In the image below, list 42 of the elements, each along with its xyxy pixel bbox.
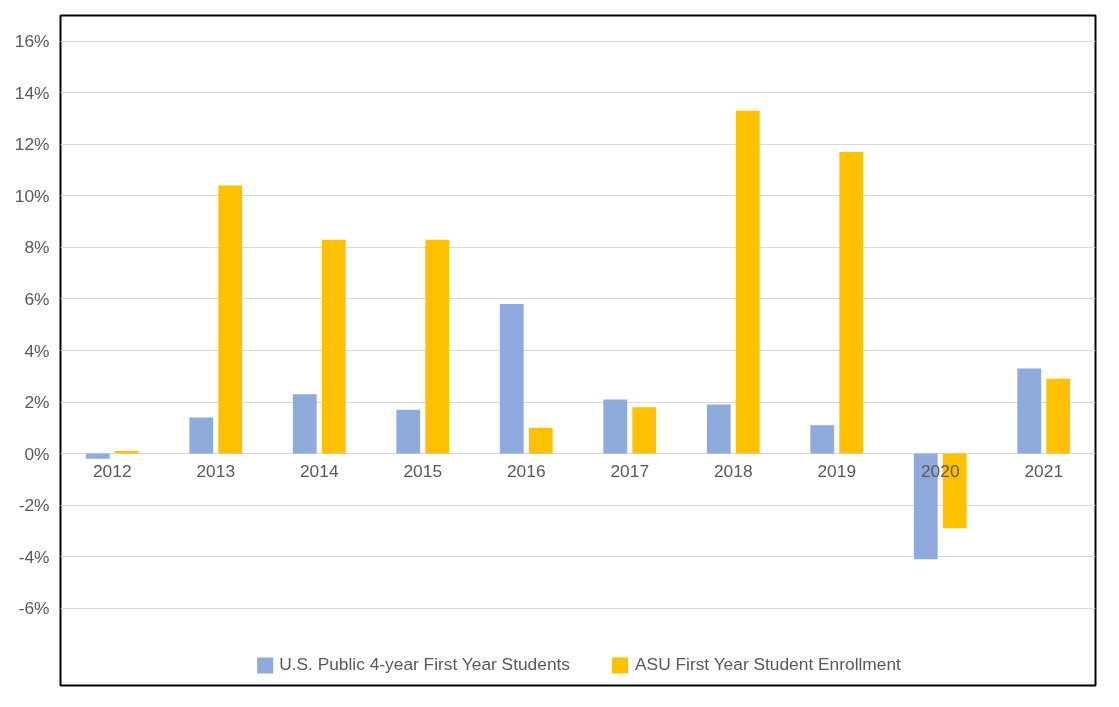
x-tick-label: 2014 bbox=[299, 460, 339, 481]
x-tick-label: 2016 bbox=[506, 460, 546, 481]
bar bbox=[706, 404, 731, 454]
bar bbox=[218, 185, 243, 454]
bar bbox=[839, 152, 864, 454]
bar bbox=[396, 409, 421, 454]
bar bbox=[189, 417, 214, 454]
x-tick-label: 2017 bbox=[610, 460, 650, 481]
x-tick-label: 2019 bbox=[817, 460, 857, 481]
bar bbox=[1017, 368, 1042, 454]
x-tick-label: 2021 bbox=[1024, 460, 1064, 481]
x-tick-label: 2013 bbox=[196, 460, 236, 481]
y-tick-label: 4% bbox=[24, 340, 50, 361]
y-tick-label: -2% bbox=[18, 495, 50, 516]
x-tick-label: 2012 bbox=[92, 460, 132, 481]
y-tick-label: 8% bbox=[24, 237, 50, 258]
bar bbox=[1046, 378, 1071, 454]
y-tick-label: 0% bbox=[24, 443, 50, 464]
y-tick-label: 2% bbox=[24, 392, 50, 413]
x-tick-label: 2015 bbox=[403, 460, 443, 481]
y-tick-label: 12% bbox=[14, 134, 50, 155]
x-tick-label: 2020 bbox=[920, 460, 960, 481]
bar bbox=[528, 427, 553, 454]
bar bbox=[499, 304, 524, 454]
legend-label: U.S. Public 4-year First Year Students bbox=[279, 654, 571, 675]
y-tick-label: -4% bbox=[18, 546, 50, 567]
y-tick-label: 14% bbox=[14, 82, 50, 103]
bar bbox=[85, 453, 110, 459]
y-tick-label: 10% bbox=[14, 185, 50, 206]
bar bbox=[810, 425, 835, 454]
legend-label: ASU First Year Student Enrollment bbox=[635, 654, 901, 675]
bar bbox=[632, 407, 657, 454]
x-tick-label: 2018 bbox=[713, 460, 753, 481]
y-tick-label: 6% bbox=[24, 288, 50, 309]
bar bbox=[603, 399, 628, 454]
y-tick-label: -6% bbox=[18, 598, 50, 619]
bar bbox=[735, 110, 760, 454]
bar bbox=[321, 239, 346, 454]
bar bbox=[114, 451, 139, 454]
bar bbox=[292, 394, 317, 454]
bar bbox=[425, 239, 450, 454]
y-tick-label: 16% bbox=[14, 31, 50, 52]
